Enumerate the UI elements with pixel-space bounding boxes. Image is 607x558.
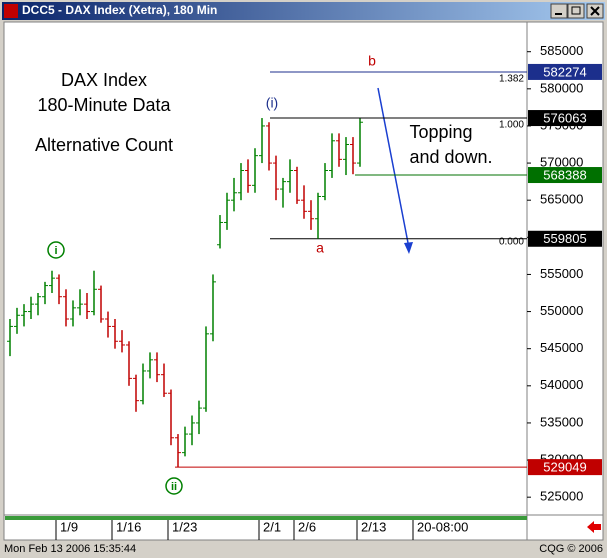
y-tick-label: 545000	[540, 340, 583, 355]
fib-label: 1.382	[499, 74, 524, 85]
level-tag	[528, 63, 602, 80]
minimize-button[interactable]	[550, 3, 568, 19]
level-label: 568388	[543, 167, 586, 182]
wave-circle	[47, 241, 65, 259]
y-tick-label: 570000	[540, 155, 583, 170]
arrow	[377, 87, 410, 249]
y-tick-label: 555000	[540, 266, 583, 281]
wave-label: ii	[171, 481, 177, 493]
wave-label: b	[368, 53, 376, 69]
level-label: 529049	[543, 460, 586, 475]
x-tick-label: 2/13	[361, 519, 386, 534]
y-tick-label: 585000	[540, 43, 583, 58]
wave-circle	[165, 477, 183, 495]
scroll-arrow[interactable]	[587, 521, 601, 533]
x-tick-label: 1/23	[172, 519, 197, 534]
y-tick-label: 525000	[540, 489, 583, 504]
y-tick-label: 550000	[540, 303, 583, 318]
level-tag	[528, 110, 602, 127]
y-tick-label: 540000	[540, 377, 583, 392]
y-tick-label: 580000	[540, 80, 583, 95]
x-tick-label: 1/9	[60, 519, 78, 534]
window-title: DCC5 - DAX Index (Xetra), 180 Min	[22, 3, 217, 17]
level-label: 576063	[543, 110, 586, 125]
arrowhead	[404, 242, 413, 254]
scroll-strip	[5, 516, 527, 520]
y-tick-label: 565000	[540, 192, 583, 207]
level-tag	[528, 230, 602, 247]
heading: 180-Minute Data	[37, 95, 171, 115]
wave-label: i	[54, 245, 57, 257]
subheading: Alternative Count	[35, 135, 173, 155]
y-tick-label: 535000	[540, 414, 583, 429]
icon	[590, 6, 600, 16]
x-tick-label: 2/1	[263, 519, 281, 534]
wave-label: a	[316, 240, 324, 256]
fib-label: 1.000	[499, 120, 524, 131]
x-tick-label: 20-08:00	[417, 519, 468, 534]
maximize-button[interactable]	[567, 3, 585, 19]
app-icon	[4, 4, 18, 18]
x-tick-label: 2/6	[298, 519, 316, 534]
title-bar	[2, 2, 605, 20]
fib-label: 0.000	[499, 237, 524, 248]
icon	[571, 6, 581, 15]
status-copyright: CQG © 2006	[539, 543, 603, 555]
comment: Topping	[409, 122, 472, 142]
level-label: 582274	[543, 64, 586, 79]
chart-area	[3, 21, 604, 541]
level-tag	[528, 459, 602, 476]
comment: and down.	[409, 147, 492, 167]
x-tick-label: 1/16	[116, 519, 141, 534]
level-label: 559805	[543, 231, 586, 246]
level-tag	[528, 167, 602, 184]
heading: DAX Index	[61, 70, 147, 90]
wave-label: (i)	[266, 95, 278, 111]
window-buttons[interactable]	[550, 3, 604, 19]
status-time: Mon Feb 13 2006 15:35:44	[4, 543, 136, 555]
